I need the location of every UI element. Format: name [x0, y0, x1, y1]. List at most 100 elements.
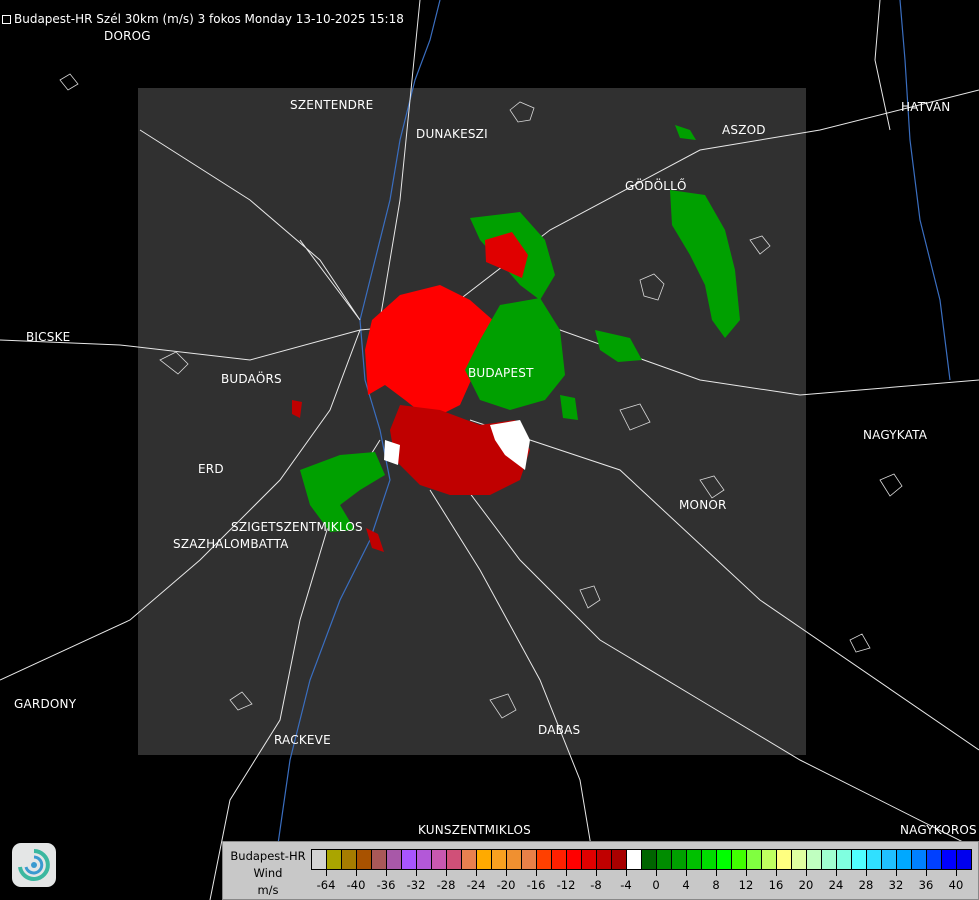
echo-green-southwest	[300, 452, 385, 532]
legend-tick	[356, 870, 357, 876]
place-label: GARDONY	[14, 697, 77, 711]
echo-white-south	[384, 420, 530, 470]
place-label: ASZOD	[722, 123, 766, 137]
legend-tick-label: 4	[682, 878, 690, 892]
legend-swatch	[612, 850, 627, 869]
legend-swatch	[957, 850, 971, 869]
legend-tick	[656, 870, 657, 876]
place-label: BUDAÖRS	[221, 372, 282, 386]
echo-red-north	[485, 232, 528, 278]
legend-tick	[416, 870, 417, 876]
legend-swatch	[552, 850, 567, 869]
place-label: MONOR	[679, 498, 727, 512]
legend-tick	[926, 870, 927, 876]
legend-swatch	[342, 850, 357, 869]
place-label: ERD	[198, 462, 224, 476]
place-label: BICSKE	[26, 330, 71, 344]
color-legend: Budapest-HR Wind m/s -64 -40 -36 -32 -28 -24-…	[222, 841, 979, 900]
legend-tick	[536, 870, 537, 876]
legend-swatch	[567, 850, 582, 869]
echo-green-godollo	[670, 190, 740, 338]
legend-swatch	[792, 850, 807, 869]
legend-swatch	[387, 850, 402, 869]
echo-green-east	[465, 298, 565, 410]
legend-swatch	[717, 850, 732, 869]
legend-swatch	[582, 850, 597, 869]
place-label: SZENTENDRE	[290, 98, 374, 112]
legend-unit: m/s	[257, 883, 279, 897]
echo-green-east-small	[560, 330, 642, 420]
legend-swatch	[477, 850, 492, 869]
legend-swatch	[432, 850, 447, 869]
legend-swatch	[462, 850, 477, 869]
legend-tick-label: -16	[526, 878, 546, 892]
legend-swatch	[822, 850, 837, 869]
legend-tick	[626, 870, 627, 876]
echo-red-core	[365, 285, 495, 420]
legend-swatch	[327, 850, 342, 869]
legend-tick-label: 40	[948, 878, 964, 892]
legend-swatch	[522, 850, 537, 869]
legend-tick-label: -28	[436, 878, 456, 892]
legend-tick	[566, 870, 567, 876]
legend-swatch	[597, 850, 612, 869]
legend-swatch	[897, 850, 912, 869]
legend-tick	[326, 870, 327, 876]
legend-tick-label: -40	[346, 878, 366, 892]
legend-tick	[476, 870, 477, 876]
place-label: SZIGETSZENTMIKLOS	[231, 520, 363, 534]
legend-swatch	[447, 850, 462, 869]
legend-swatch	[357, 850, 372, 869]
menu-icon[interactable]	[2, 15, 11, 24]
legend-tick-label: 32	[888, 878, 904, 892]
legend-swatch	[927, 850, 942, 869]
legend-tick	[596, 870, 597, 876]
legend-tick-label: -36	[376, 878, 396, 892]
place-label: DOROG	[104, 29, 151, 43]
legend-tick	[956, 870, 957, 876]
place-label: NAGYKOROS	[900, 823, 977, 837]
legend-tick-label: 36	[918, 878, 934, 892]
legend-tick-label: 20	[798, 878, 814, 892]
legend-swatch	[417, 850, 432, 869]
legend-tick-label: -32	[406, 878, 426, 892]
legend-swatch	[867, 850, 882, 869]
legend-swatch	[702, 850, 717, 869]
legend-swatch	[402, 850, 417, 869]
place-label: HATVAN	[901, 100, 951, 114]
legend-tick	[866, 870, 867, 876]
legend-tick	[776, 870, 777, 876]
omsz-logo	[12, 843, 56, 887]
legend-swatch	[777, 850, 792, 869]
legend-tick-label: -8	[590, 878, 602, 892]
place-label: DUNAKESZI	[416, 127, 488, 141]
legend-tick	[806, 870, 807, 876]
legend-swatch	[672, 850, 687, 869]
echo-red-small	[292, 400, 384, 552]
legend-tick	[746, 870, 747, 876]
legend-swatch	[912, 850, 927, 869]
legend-swatch	[807, 850, 822, 869]
place-label: BUDAPEST	[468, 366, 534, 380]
legend-swatch	[372, 850, 387, 869]
legend-tick	[506, 870, 507, 876]
legend-tick	[716, 870, 717, 876]
legend-tick-label: 8	[712, 878, 720, 892]
legend-quantity: Wind	[253, 866, 283, 880]
legend-title: Budapest-HR Wind m/s	[223, 848, 313, 899]
place-label: NAGYKATA	[863, 428, 928, 442]
radar-coverage-area	[138, 88, 806, 755]
legend-swatch	[627, 850, 642, 869]
legend-tick	[446, 870, 447, 876]
legend-swatch	[882, 850, 897, 869]
legend-tick	[686, 870, 687, 876]
legend-tick-label: 28	[858, 878, 874, 892]
legend-swatch	[507, 850, 522, 869]
place-label: RACKEVE	[274, 733, 331, 747]
place-label: DABAS	[538, 723, 581, 737]
place-label: GÖDÖLLŐ	[625, 179, 687, 193]
legend-tick-label: 24	[828, 878, 844, 892]
legend-tick-label: -12	[556, 878, 576, 892]
